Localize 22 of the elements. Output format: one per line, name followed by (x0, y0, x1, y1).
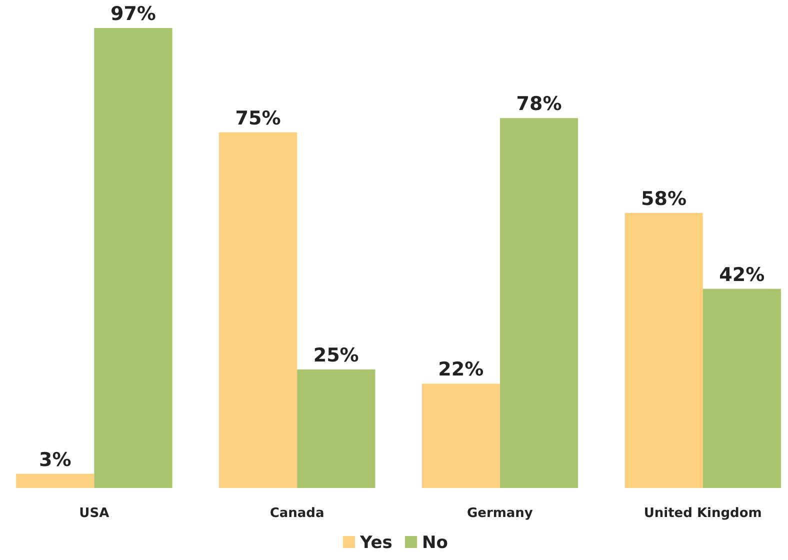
bar (218, 132, 298, 488)
bar (702, 288, 781, 488)
x-tick-label: Canada (270, 506, 324, 521)
x-tick-label: USA (79, 506, 110, 521)
data-label: 22% (438, 358, 484, 381)
bar (624, 212, 703, 488)
bar (297, 369, 376, 488)
bar (16, 474, 94, 488)
data-label: 3% (38, 448, 72, 471)
bar (500, 118, 578, 488)
data-label: 97% (110, 3, 156, 25)
x-tick-label: Germany (466, 506, 534, 521)
data-label: 78% (516, 93, 562, 116)
bar (422, 384, 500, 488)
legend-label: No (422, 533, 448, 553)
data-label: 42% (719, 264, 765, 286)
data-label: 75% (235, 107, 281, 130)
legend-label: Yes (359, 533, 392, 553)
bar (94, 28, 172, 488)
data-label: 25% (313, 344, 359, 366)
x-tick-label: United Kingdom (644, 506, 762, 521)
data-label: 58% (641, 188, 687, 210)
